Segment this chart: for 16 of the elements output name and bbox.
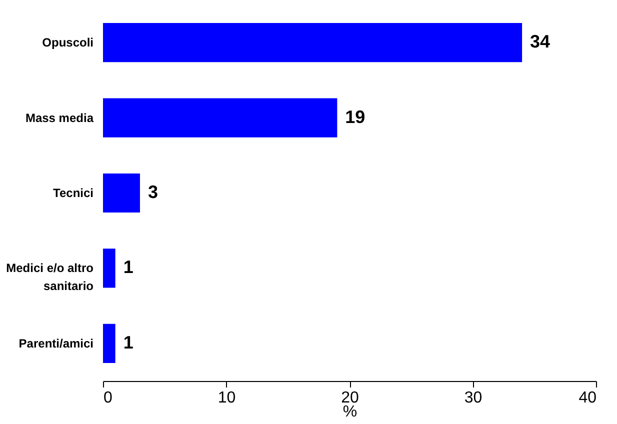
data-label: 1	[123, 257, 134, 278]
y-tick-label: Medici e/o altro sanitario	[6, 261, 94, 294]
y-tick-label: Parenti/amici	[18, 336, 94, 350]
x-tick-label: 0	[104, 390, 112, 406]
x-tick-label: 10	[218, 390, 236, 406]
data-label: 1	[123, 332, 134, 352]
data-label: 3	[148, 182, 158, 202]
x-tick-label: 20	[341, 390, 359, 406]
y-tick-label: Opuscoli	[42, 36, 94, 50]
data-label: 34	[530, 32, 550, 52]
data-label: 19	[345, 106, 366, 127]
y-tick-label: Mass media	[25, 110, 94, 125]
x-tick-label: 30	[464, 390, 482, 406]
y-tick-label: Tecnici	[53, 186, 94, 200]
x-axis-title: %	[342, 404, 358, 420]
x-tick-label: 40	[578, 390, 597, 406]
